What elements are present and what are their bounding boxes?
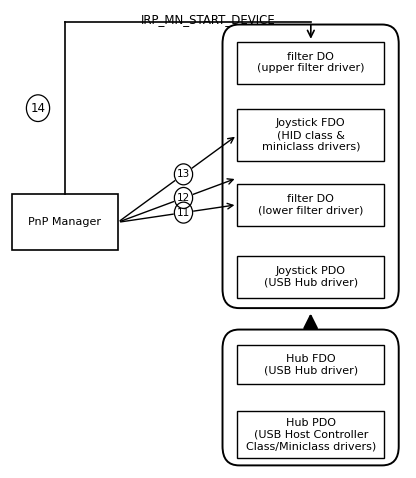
Text: filter DO
(lower filter driver): filter DO (lower filter driver)	[258, 194, 364, 216]
Bar	[237, 184, 384, 226]
Text: Joystick PDO
(USB Hub driver): Joystick PDO (USB Hub driver)	[264, 266, 358, 288]
Bar	[237, 109, 384, 161]
Text: 11: 11	[177, 207, 190, 217]
Text: IRP_MN_START_DEVICE: IRP_MN_START_DEVICE	[141, 12, 275, 26]
Bar	[237, 256, 384, 298]
Bar	[237, 42, 384, 84]
Bar	[237, 345, 384, 384]
FancyBboxPatch shape	[223, 24, 399, 308]
Text: PnP Manager: PnP Manager	[28, 217, 102, 228]
Text: 12: 12	[177, 193, 190, 203]
Text: 14: 14	[30, 102, 45, 115]
Text: filter DO
(upper filter driver): filter DO (upper filter driver)	[257, 52, 364, 74]
Bar	[12, 194, 118, 250]
Text: Hub PDO
(USB Host Controller
Class/Miniclass drivers): Hub PDO (USB Host Controller Class/Minic…	[246, 418, 376, 451]
Text: 13: 13	[177, 169, 190, 179]
Circle shape	[26, 95, 50, 121]
Bar	[237, 411, 384, 458]
Text: Hub FDO
(USB Hub driver): Hub FDO (USB Hub driver)	[264, 354, 358, 375]
Circle shape	[174, 202, 193, 223]
Text: Joystick FDO
(HID class &
miniclass drivers): Joystick FDO (HID class & miniclass driv…	[262, 119, 360, 152]
Circle shape	[174, 187, 193, 208]
FancyBboxPatch shape	[223, 329, 399, 466]
Circle shape	[174, 164, 193, 185]
